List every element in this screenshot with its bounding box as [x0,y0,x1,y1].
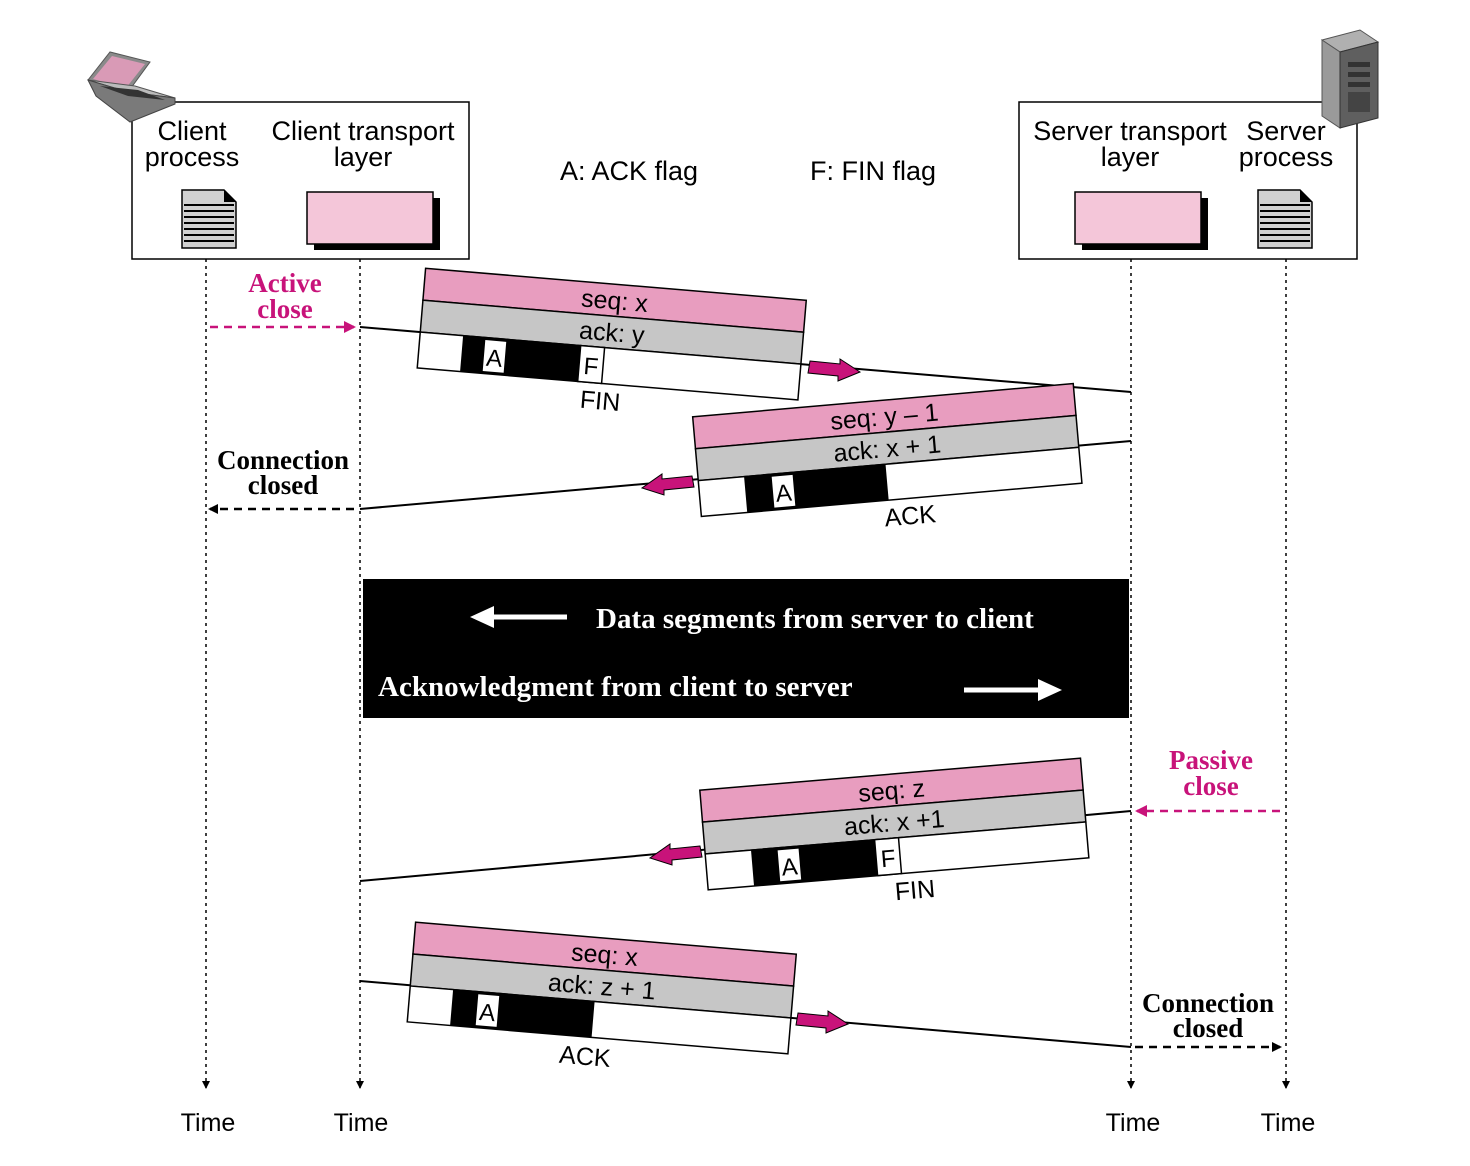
client-process-document-icon [181,189,237,249]
client-transport-label-1: Client transport [271,116,455,146]
segment-1-seq: seq: x [580,284,649,318]
time-label-client-process: Time [181,1109,236,1137]
laptop-icon [87,51,176,123]
server-connection-closed-label-2: closed [1173,1013,1244,1043]
active-close-label-1: Active [248,268,321,298]
server-connection-closed-label-1: Connection [1142,988,1274,1018]
segment-2-ack: A seq: y – 1 ack: x + 1 ACK [691,382,1083,532]
server-process-label-1: Server [1246,116,1326,146]
active-close-label-2: close [257,294,312,324]
segment-4-ack: A seq: x ack: z + 1 ACK [406,921,798,1073]
segment-4-type: ACK [558,1041,612,1073]
segment-3-type: FIN [894,875,936,906]
segment-3-fin: A F seq: z ack: x +1 FIN [699,757,1090,906]
segment-2-direction-arrow [640,473,695,496]
client-process-label-2: process [145,142,240,172]
segment-1-fin-flag: F [582,353,599,381]
segment-1-type: FIN [579,386,621,417]
segment-1-fin: A F seq: x ack: y FIN [416,267,808,417]
server-icon [1320,29,1380,129]
server-process-label-2: process [1239,142,1334,172]
segment-2-type: ACK [883,500,937,532]
timelines [202,259,1290,1089]
passive-close-label-1: Passive [1169,745,1253,775]
time-label-server-process: Time [1261,1109,1316,1137]
segment-2-ack-flag: A [775,480,793,508]
server-transport-label-1: Server transport [1033,116,1227,146]
segment-4-seq: seq: x [570,938,639,972]
server-transport-label-2: layer [1101,142,1160,172]
time-label-server-transport: Time [1106,1109,1161,1137]
right-arrow-icon [964,679,1062,701]
segment-1-direction-arrow [807,358,862,382]
time-label-client-transport: Time [334,1109,389,1137]
segment-4-direction-arrow [795,1010,850,1034]
client-transport-block [306,191,434,245]
server-transport-block [1074,191,1202,245]
acknowledgment-label: Acknowledgment from client to server [378,671,853,703]
passive-close-label-2: close [1183,771,1238,801]
segment-4-ack-flag: A [478,999,496,1027]
segment-3-ack-flag: A [780,853,798,881]
server-process-document-icon [1257,189,1313,249]
segment-3-fin-flag: F [880,845,897,873]
client-connection-closed-label-1: Connection [217,445,349,475]
segment-3-direction-arrow [648,843,703,866]
client-transport-label-2: layer [334,142,393,172]
client-connection-closed-label-2: closed [248,470,319,500]
legend-fin-flag: F: FIN flag [810,156,936,186]
left-arrow-icon [470,606,567,628]
segment-3-seq: seq: z [857,774,926,807]
segment-1-ack-flag: A [485,345,503,373]
data-transfer-box [363,579,1129,718]
legend-ack-flag: A: ACK flag [560,156,698,186]
segment-1-ack: ack: y [578,316,646,349]
client-process-label-1: Client [157,116,227,146]
data-segments-label: Data segments from server to client [596,603,1034,635]
